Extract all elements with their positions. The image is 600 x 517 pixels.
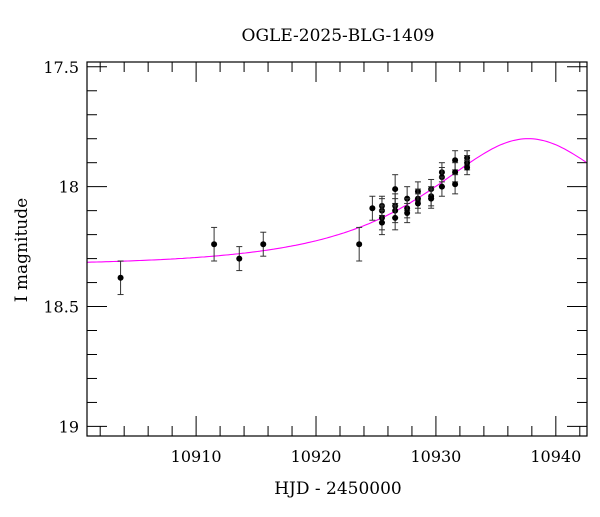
data-point — [414, 193, 421, 214]
data-point — [369, 195, 376, 221]
point-marker — [260, 241, 267, 248]
data-point — [378, 210, 385, 236]
data-point — [392, 205, 399, 231]
data-point — [356, 226, 363, 262]
y-axis-label: I magnitude — [12, 198, 32, 302]
data-point — [464, 159, 471, 176]
point-marker — [404, 210, 411, 217]
point-marker — [356, 241, 363, 248]
x-tick-label: 10940 — [530, 447, 581, 466]
data-point — [260, 231, 267, 257]
y-tick-label: 19 — [59, 417, 79, 436]
tick-labels: 10910 10920 10930 10940 17.5 18 18.5 19 — [43, 58, 581, 466]
x-tick-label: 10910 — [171, 447, 222, 466]
model-curve — [86, 138, 587, 263]
y-tick-label: 18 — [59, 178, 79, 197]
point-marker — [392, 186, 399, 193]
point-marker — [428, 195, 435, 202]
point-marker — [438, 183, 445, 190]
point-marker — [378, 219, 385, 226]
y-tick-label: 17.5 — [43, 58, 79, 77]
data-point — [236, 246, 243, 272]
point-marker — [369, 205, 376, 212]
point-marker — [452, 181, 459, 188]
plot-frame — [86, 61, 588, 437]
x-axis-label: HJD - 2450000 — [274, 479, 402, 499]
point-marker — [117, 274, 124, 281]
y-tick-label: 18.5 — [43, 298, 79, 317]
model-line — [86, 138, 587, 263]
point-marker — [392, 214, 399, 221]
point-marker — [414, 200, 421, 207]
data-point — [438, 176, 445, 197]
chart-title: OGLE-2025-BLG-1409 — [242, 26, 435, 46]
point-marker — [211, 241, 218, 248]
data-point — [428, 188, 435, 209]
axis-ticks — [87, 62, 587, 436]
point-marker — [236, 255, 243, 262]
x-tick-label: 10930 — [410, 447, 461, 466]
point-marker — [452, 157, 459, 164]
data-point — [211, 226, 218, 262]
data-points — [117, 150, 471, 296]
data-point — [452, 174, 459, 195]
x-tick-label: 10920 — [291, 447, 342, 466]
data-point — [117, 260, 124, 296]
point-marker — [452, 169, 459, 176]
data-point — [404, 202, 411, 224]
point-marker — [464, 164, 471, 171]
